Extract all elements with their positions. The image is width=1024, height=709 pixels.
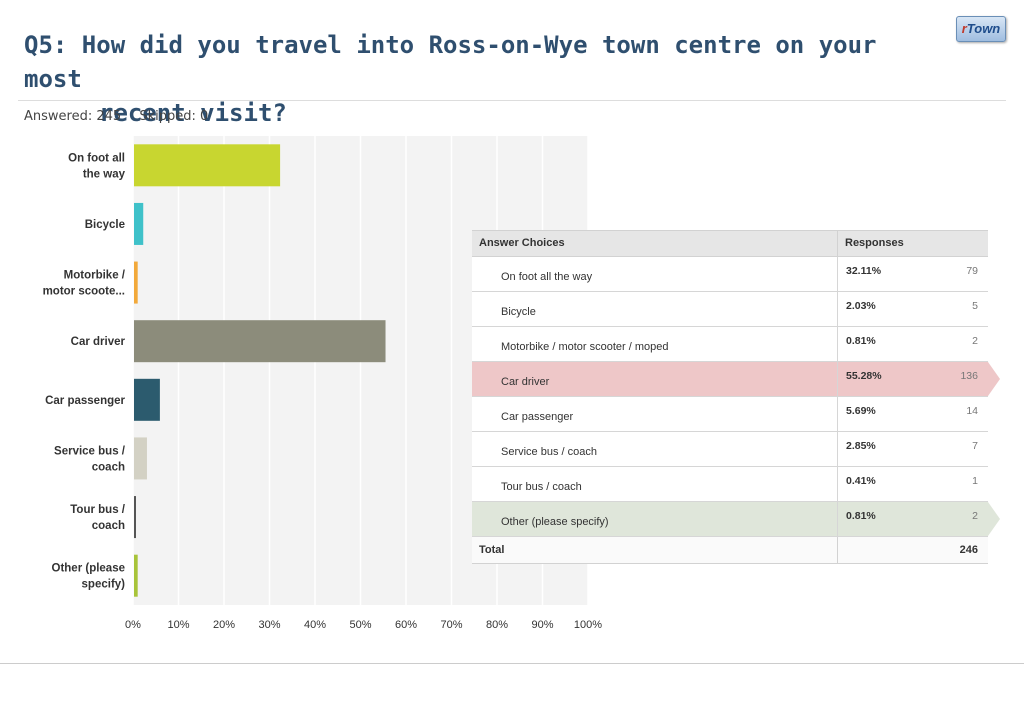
x-tick-label: 20% <box>213 619 235 631</box>
column-divider <box>837 292 838 326</box>
title-line-1: Q5: How did you travel into Ross-on-Wye … <box>24 31 877 93</box>
response-count: 1 <box>972 475 978 487</box>
bar <box>134 437 147 480</box>
response-percent: 0.41% <box>846 475 876 487</box>
x-tick-label: 60% <box>395 619 417 631</box>
bar <box>134 261 138 304</box>
answer-choice-label: Bicycle <box>501 306 536 318</box>
answer-choice-label: Service bus / coach <box>501 446 597 458</box>
table-total-row: Total 246 <box>472 537 988 564</box>
x-tick-label: 70% <box>440 619 462 631</box>
category-label: coach <box>92 461 125 473</box>
x-tick-label: 0% <box>125 619 141 631</box>
response-count: 2 <box>972 510 978 522</box>
skipped-count: Skipped: 0 <box>139 109 209 124</box>
table-header: Answer Choices Responses <box>472 230 988 257</box>
column-divider <box>837 537 838 563</box>
answer-choice-label: Tour bus / coach <box>501 481 582 493</box>
category-label: On foot all <box>68 152 125 164</box>
category-label: coach <box>92 520 125 532</box>
bar <box>134 202 144 245</box>
x-tick-label: 10% <box>167 619 189 631</box>
logo-text: Town <box>966 21 1001 36</box>
category-label: motor scoote... <box>43 286 125 298</box>
column-divider <box>837 397 838 431</box>
column-divider <box>837 257 838 291</box>
answer-choice-label: Car driver <box>501 376 550 388</box>
category-label: Motorbike / <box>64 270 126 282</box>
table-row: Car driver 55.28% 136 <box>472 362 1000 397</box>
category-label: Car passenger <box>45 395 125 407</box>
title-line-2: recent visit? <box>99 99 287 127</box>
answer-choice-label: Motorbike / motor scooter / moped <box>501 341 669 353</box>
x-tick-label: 100% <box>574 619 602 631</box>
responses-header: Responses <box>845 237 904 249</box>
total-count: 246 <box>959 544 978 556</box>
x-tick-label: 80% <box>486 619 508 631</box>
footer-divider <box>0 663 1024 664</box>
response-count: 7 <box>972 440 978 452</box>
answered-count: Answered: 245 <box>24 109 122 124</box>
bar <box>134 144 281 187</box>
table-row: Car passenger 5.69% 14 <box>472 397 988 432</box>
category-label: Tour bus / <box>70 504 126 516</box>
column-divider <box>837 432 838 466</box>
category-label: Bicycle <box>85 219 125 231</box>
answer-choice-label: Car passenger <box>501 411 574 423</box>
header-divider <box>18 100 1006 101</box>
response-count: 2 <box>972 335 978 347</box>
table-row: Bicycle 2.03% 5 <box>472 292 988 327</box>
column-divider <box>837 327 838 361</box>
response-count: 136 <box>960 370 978 382</box>
response-count: 79 <box>966 265 978 277</box>
highlight-arrow <box>988 362 1000 396</box>
page-title: Q5: How did you travel into Ross-on-Wye … <box>24 28 924 130</box>
response-percent: 2.03% <box>846 300 876 312</box>
highlight-arrow <box>988 502 1000 536</box>
bar <box>134 496 136 539</box>
category-label: Service bus / <box>54 445 126 457</box>
column-divider <box>837 502 838 536</box>
table-row: Motorbike / motor scooter / moped 0.81% 2 <box>472 327 988 362</box>
x-tick-label: 40% <box>304 619 326 631</box>
x-tick-label: 50% <box>349 619 371 631</box>
category-label: Other (please <box>52 563 126 575</box>
answer-choice-label: On foot all the way <box>501 271 593 283</box>
responses-table: Answer Choices Responses On foot all the… <box>472 230 1000 564</box>
response-percent: 2.85% <box>846 440 876 452</box>
answer-choices-header: Answer Choices <box>479 237 565 249</box>
response-percent: 55.28% <box>846 370 882 382</box>
column-divider <box>837 362 838 396</box>
category-label: Car driver <box>71 336 126 348</box>
bar <box>134 378 160 421</box>
bar <box>134 554 138 597</box>
response-stats: Answered: 245 Skipped: 0 <box>24 109 222 125</box>
table-body: On foot all the way 32.11% 79 Bicycle 2.03% 5… <box>472 257 1000 537</box>
table-row: Other (please specify) 0.81% 2 <box>472 502 1000 537</box>
table-row: Service bus / coach 2.85% 7 <box>472 432 988 467</box>
response-percent: 0.81% <box>846 510 876 522</box>
response-percent: 32.11% <box>846 265 882 277</box>
rtown-logo[interactable]: rTown <box>956 16 1006 42</box>
column-divider <box>837 467 838 501</box>
response-count: 14 <box>966 405 978 417</box>
answer-choice-label: Other (please specify) <box>501 516 609 528</box>
response-percent: 5.69% <box>846 405 876 417</box>
table-row: Tour bus / coach 0.41% 1 <box>472 467 988 502</box>
x-tick-label: 90% <box>531 619 553 631</box>
bar <box>134 320 386 363</box>
category-label: specify) <box>82 579 126 591</box>
response-percent: 0.81% <box>846 335 876 347</box>
x-tick-label: 30% <box>258 619 280 631</box>
logo-prefix: r <box>961 21 967 36</box>
table-row: On foot all the way 32.11% 79 <box>472 257 988 292</box>
column-divider <box>837 231 838 256</box>
total-label: Total <box>479 544 505 556</box>
category-label: the way <box>83 168 126 180</box>
response-count: 5 <box>972 300 978 312</box>
